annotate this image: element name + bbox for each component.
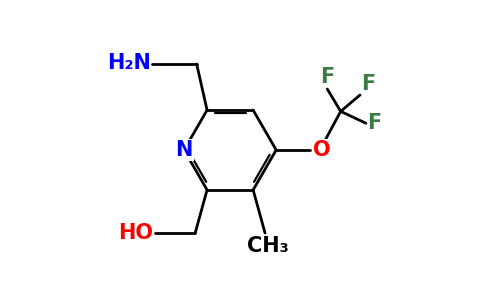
- Text: CH₃: CH₃: [247, 236, 289, 256]
- Text: H₂N: H₂N: [107, 52, 151, 73]
- Text: F: F: [367, 113, 382, 133]
- Text: HO: HO: [119, 223, 153, 243]
- Text: N: N: [175, 140, 193, 160]
- Text: F: F: [362, 74, 376, 94]
- Text: O: O: [313, 140, 331, 160]
- Text: F: F: [320, 67, 334, 87]
